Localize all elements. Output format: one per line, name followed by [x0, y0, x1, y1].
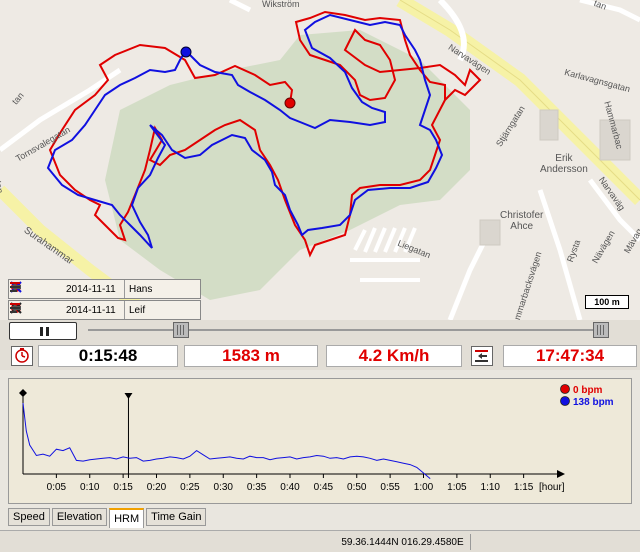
- road-white-4: [537, 189, 583, 320]
- parking-lines: [350, 227, 420, 282]
- road-white-2: [0, 67, 122, 152]
- distance-value: 1583 m: [184, 345, 318, 367]
- pause-icon: [40, 327, 43, 336]
- cursor-coordinates: 59.36.1444N 016.29.4580E: [335, 534, 471, 550]
- x-tick-label: 1:00: [414, 482, 434, 493]
- x-tick-label: 0:25: [180, 482, 200, 493]
- participant-row[interactable]: 2014-11-11 Leif: [8, 300, 201, 320]
- x-tick-label: 1:10: [481, 482, 501, 493]
- clock-time: 17:47:34: [503, 345, 637, 367]
- park-area: [105, 30, 470, 300]
- x-tick-label: 0:40: [280, 482, 300, 493]
- road-white-6: [228, 0, 252, 13]
- playlist-icon[interactable]: [10, 302, 63, 318]
- map-view[interactable]: Wikström Narvavägen Karlavagnsgatan Hamm…: [0, 0, 640, 320]
- follow-icon[interactable]: [11, 302, 45, 318]
- legend-label: 0 bpm: [573, 385, 603, 396]
- participant-name: Hans: [129, 283, 153, 295]
- hrm-series-line: [22, 402, 431, 479]
- map-label-wikstrom: Wikström: [262, 0, 300, 9]
- timeline-position-slider[interactable]: [173, 322, 189, 338]
- status-bar: 59.36.1444N 016.29.4580E: [0, 530, 640, 552]
- x-tick-label: 1:05: [447, 482, 467, 493]
- playlist-icon[interactable]: [10, 281, 63, 297]
- road-white-5: [588, 178, 640, 242]
- legend-marker: [560, 396, 570, 406]
- participant-date: 2014-11-11: [63, 301, 125, 319]
- legend-marker: [560, 384, 570, 394]
- x-tick-label: 1:15: [514, 482, 534, 493]
- timeline-track[interactable]: [88, 329, 598, 331]
- tab-time-gain[interactable]: Time Gain: [146, 508, 207, 526]
- pause-button[interactable]: [9, 322, 77, 340]
- speed-value: 4.2 Km/h: [326, 345, 462, 367]
- legend-label: 138 bpm: [573, 397, 614, 408]
- time-cursor-marker: [124, 393, 133, 399]
- chart-tabs: Speed Elevation HRM Time Gain: [8, 508, 208, 528]
- map-label-christofer-ahce: Christofer Ahce: [500, 210, 544, 232]
- x-tick-label: 0:15: [113, 482, 133, 493]
- tab-elevation[interactable]: Elevation: [51, 508, 108, 526]
- x-axis-arrow: [557, 470, 565, 478]
- track-leif: [46, 13, 444, 249]
- clock-mode-icon[interactable]: [471, 346, 493, 366]
- x-tick-label: 0:50: [347, 482, 367, 493]
- timeline-end-slider[interactable]: [593, 322, 609, 338]
- hrm-chart[interactable]: 0:05 0:10 0:15 0:20 0:25 0:30 0:35 0:40 0:45 0:50…: [8, 378, 632, 504]
- road-white-7: [579, 0, 640, 23]
- elapsed-time: 0:15:48: [38, 345, 178, 367]
- x-tick-label: 0:20: [147, 482, 167, 493]
- buildings: [479, 109, 631, 246]
- map-scale: 100 m: [585, 295, 629, 309]
- map-label-erik-andersson: Erik Andersson: [540, 153, 588, 175]
- x-tick-label: 0:45: [314, 482, 334, 493]
- track-hans: [48, 10, 482, 258]
- hrm-chart-canvas: 0:05 0:10 0:15 0:20 0:25 0:30 0:35 0:40 0:45 0:50…: [19, 384, 614, 493]
- follow-icon[interactable]: [11, 281, 45, 297]
- participant-name: Leif: [129, 304, 146, 316]
- clock-icon[interactable]: [11, 346, 33, 366]
- x-tick-label: 0:05: [47, 482, 67, 493]
- x-tick-label: 0:35: [247, 482, 267, 493]
- pause-icon: [46, 327, 49, 336]
- participant-date: 2014-11-11: [63, 280, 125, 298]
- road-white-1: [437, 0, 467, 62]
- stats-bar: 0:15:48 1583 m 4.2 Km/h 17:47:34: [0, 344, 640, 370]
- participant-row[interactable]: 2014-11-11 Hans: [8, 279, 201, 299]
- x-tick-label: 0:30: [214, 482, 234, 493]
- position-hans: [284, 97, 296, 109]
- tab-hrm[interactable]: HRM: [109, 508, 145, 528]
- start-marker: [19, 389, 27, 397]
- x-tick-label: 0:10: [80, 482, 100, 493]
- playback-bar: [0, 320, 640, 344]
- tab-speed[interactable]: Speed: [8, 508, 50, 526]
- x-axis-unit: [hour]: [539, 482, 565, 493]
- position-leif: [180, 46, 192, 58]
- map-canvas[interactable]: [0, 0, 640, 320]
- x-tick-label: 0:55: [380, 482, 400, 493]
